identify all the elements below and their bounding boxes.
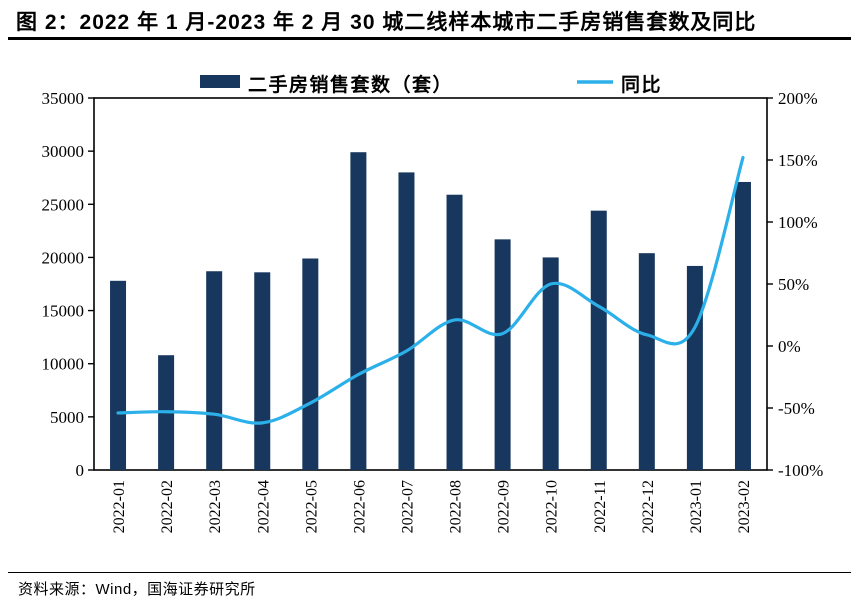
y-axis-left-label: 35000	[42, 89, 85, 108]
y-axis-left-label: 15000	[42, 302, 85, 321]
bar-2022-07	[398, 172, 415, 470]
bar-2022-03	[206, 271, 223, 470]
legend-bar-label: 二手房销售套数（套）	[248, 73, 453, 96]
x-axis-label-2022-06: 2022-06	[351, 480, 368, 533]
bar-2023-02	[734, 181, 751, 471]
bar-2022-12	[638, 253, 655, 470]
x-axis-label-2022-11: 2022-11	[592, 480, 609, 533]
bar-2023-01	[686, 265, 703, 470]
bar-2022-09	[494, 239, 511, 470]
y-axis-left-label: 0	[76, 461, 85, 480]
bar-2022-11	[590, 210, 607, 471]
x-axis-label-2022-10: 2022-10	[544, 480, 561, 533]
y-axis-left-label: 25000	[42, 195, 85, 214]
page-title: 图 2：2022 年 1 月-2023 年 2 月 30 城二线样本城市二手房销…	[16, 11, 757, 34]
x-axis-label-2022-09: 2022-09	[496, 480, 513, 533]
bar-2022-08	[446, 194, 463, 470]
y-axis-left-label: 30000	[42, 142, 85, 161]
x-axis-label-2022-07: 2022-07	[399, 480, 416, 533]
y-axis-right-label: 100%	[778, 213, 818, 232]
bar-2022-04	[254, 272, 271, 470]
y-axis-right-label: -50%	[778, 399, 815, 418]
y-axis-left-label: 20000	[42, 248, 85, 267]
y-axis-right-label: 150%	[778, 151, 818, 170]
chart-canvas: 二手房销售套数（套） 同比 0 5000 10000 15000 20000 25000 300…	[42, 73, 824, 533]
y-axis-right-label: 0%	[778, 337, 801, 356]
source-rule	[8, 572, 851, 573]
x-axis-label-2023-01: 2023-01	[688, 480, 705, 533]
source-note: 资料来源：Wind，国海证券研究所	[18, 581, 256, 598]
x-axis-label-2022-12: 2022-12	[640, 480, 657, 533]
yoy-line	[116, 155, 745, 425]
x-axis-label-2022-03: 2022-03	[207, 480, 224, 533]
legend-bar-swatch	[200, 75, 240, 88]
y-axis-right-label: 200%	[778, 89, 818, 108]
x-axis-label-2022-08: 2022-08	[448, 480, 465, 533]
legend-line-label: 同比	[621, 74, 662, 96]
x-axis-label-2022-01: 2022-01	[111, 480, 128, 533]
x-axis-label-2022-04: 2022-04	[255, 480, 272, 533]
bar-2022-10	[542, 257, 559, 470]
x-axis-label-2022-05: 2022-05	[303, 480, 320, 533]
y-axis-right-label: -100%	[778, 461, 823, 480]
x-axis-label-2022-02: 2022-02	[159, 480, 176, 533]
bar-2022-05	[302, 258, 319, 470]
bar-2022-06	[350, 152, 367, 470]
y-axis-left-label: 10000	[42, 355, 85, 374]
y-axis-right-label: 50%	[778, 275, 809, 294]
x-axis-label-2023-02: 2023-02	[736, 480, 753, 533]
y-axis-left-label: 5000	[50, 408, 84, 427]
bar-2022-01	[110, 280, 127, 470]
title-rule	[8, 37, 851, 40]
